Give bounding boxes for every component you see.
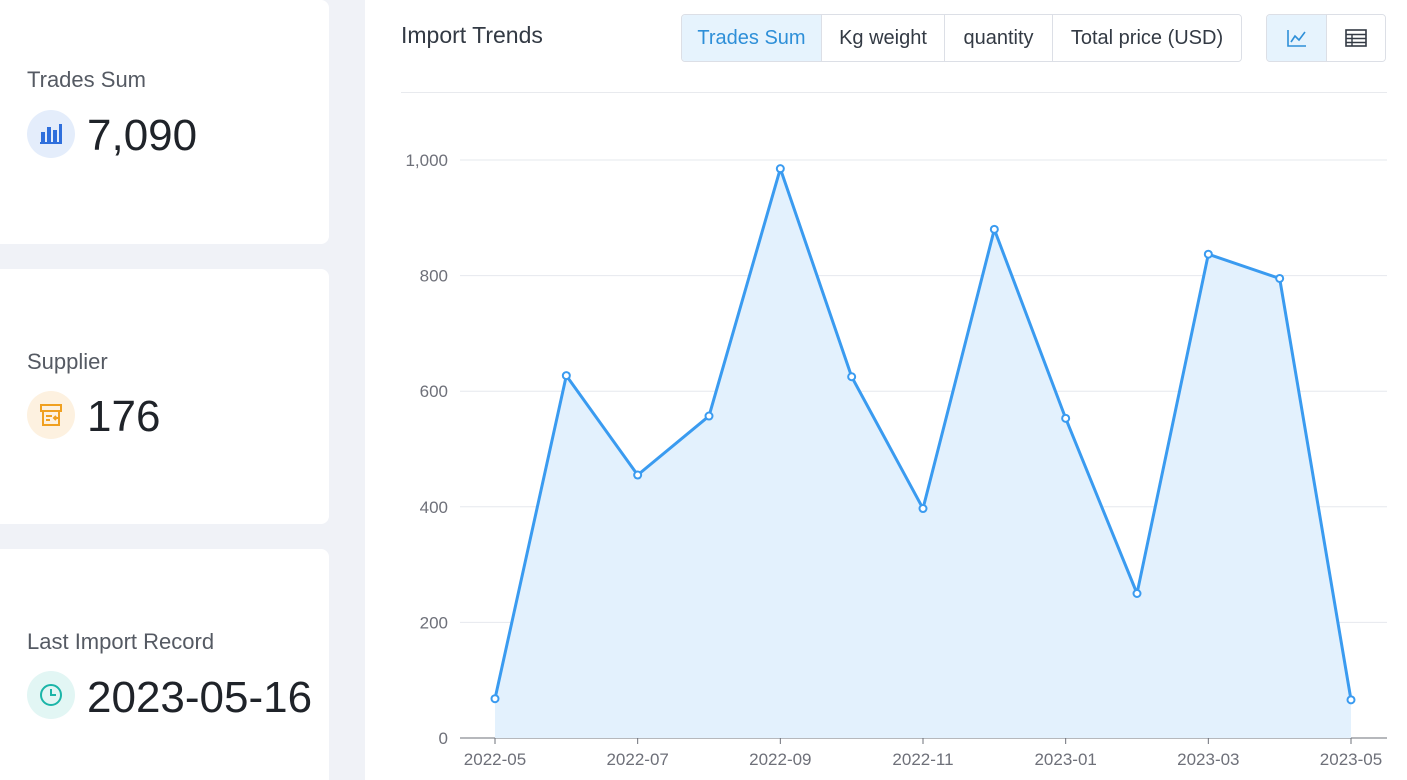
metric-tabs: Trades Sum Kg weight quantity Total pric… (681, 14, 1242, 62)
y-tick-label: 200 (420, 613, 448, 632)
tab-trades-sum[interactable]: Trades Sum (682, 15, 822, 61)
data-point (847, 372, 857, 382)
stat-value: 7,090 (87, 111, 198, 160)
y-tick-label: 800 (420, 267, 448, 286)
data-point (1275, 273, 1285, 283)
line-chart-icon[interactable] (1267, 15, 1327, 61)
tab-quantity[interactable]: quantity (945, 15, 1053, 61)
tab-kg-weight[interactable]: Kg weight (822, 15, 945, 61)
data-point (775, 164, 785, 174)
stat-card-last-import: Last Import Record 2023-05-16 (0, 549, 329, 780)
stat-label: Trades Sum (27, 67, 147, 92)
stat-label: Last Import Record (27, 629, 215, 654)
x-tick-label: 2023-01 (1034, 750, 1096, 769)
x-tick-label: 2023-03 (1177, 750, 1239, 769)
data-point (1061, 413, 1071, 423)
trend-chart: 0 200 400 600 800 1,000 2022-05 2022-07 2022-09 2… (405, 151, 1387, 769)
import-trends-panel: Import Trends Trades Sum Kg weight quant… (365, 0, 1407, 780)
data-point (989, 224, 999, 234)
data-point (918, 504, 928, 514)
table-icon[interactable] (1327, 15, 1385, 61)
y-tick-label: 400 (420, 498, 448, 517)
store-icon (27, 391, 75, 439)
x-tick-label: 2022-09 (749, 750, 811, 769)
data-point (704, 411, 714, 421)
data-point (633, 470, 643, 480)
y-tick-label: 600 (420, 382, 448, 401)
tab-total-price[interactable]: Total price (USD) (1053, 15, 1241, 61)
y-tick-label: 1,000 (405, 151, 448, 170)
stat-label: Supplier (27, 349, 108, 374)
data-point (490, 694, 500, 704)
clock-icon (27, 671, 75, 719)
x-tick-label: 2023-05 (1320, 750, 1382, 769)
stat-value: 2023-05-16 (87, 673, 313, 722)
header-divider (401, 92, 1387, 93)
data-point (1203, 249, 1213, 259)
data-point (1346, 695, 1356, 705)
data-point (561, 371, 571, 381)
panel-title: Import Trends (401, 22, 543, 48)
data-point (1132, 589, 1142, 598)
stat-card-trades-sum: Trades Sum 7,090 (0, 0, 329, 244)
bar-chart-icon (27, 110, 75, 158)
stat-card-supplier: Supplier 176 (0, 269, 329, 524)
stat-value: 176 (87, 392, 161, 441)
view-toggle (1266, 14, 1386, 62)
x-tick-label: 2022-11 (892, 750, 953, 769)
y-tick-label: 0 (439, 729, 448, 748)
x-tick-label: 2022-05 (464, 750, 526, 769)
x-tick-label: 2022-07 (606, 750, 668, 769)
